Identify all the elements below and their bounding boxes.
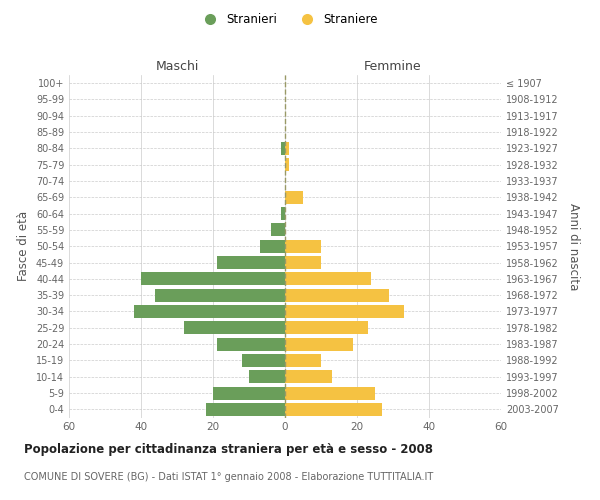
Legend: Stranieri, Straniere: Stranieri, Straniere — [193, 8, 383, 31]
Bar — [141, 272, 285, 285]
Bar — [206, 403, 285, 416]
Bar — [249, 370, 285, 383]
Bar — [271, 224, 285, 236]
Bar — [213, 386, 285, 400]
Bar — [285, 240, 321, 253]
Bar — [217, 256, 285, 269]
Bar — [285, 142, 289, 155]
Text: Popolazione per cittadinanza straniera per età e sesso - 2008: Popolazione per cittadinanza straniera p… — [24, 442, 433, 456]
Text: Femmine: Femmine — [364, 60, 422, 72]
Bar — [285, 305, 404, 318]
Bar — [285, 158, 289, 171]
Bar — [281, 142, 285, 155]
Bar — [155, 288, 285, 302]
Bar — [242, 354, 285, 367]
Text: Maschi: Maschi — [155, 60, 199, 72]
Y-axis label: Fasce di età: Fasce di età — [17, 211, 30, 282]
Bar — [285, 403, 382, 416]
Y-axis label: Anni di nascita: Anni di nascita — [567, 202, 580, 290]
Bar — [285, 191, 303, 204]
Text: COMUNE DI SOVERE (BG) - Dati ISTAT 1° gennaio 2008 - Elaborazione TUTTITALIA.IT: COMUNE DI SOVERE (BG) - Dati ISTAT 1° ge… — [24, 472, 433, 482]
Bar — [285, 386, 375, 400]
Bar — [285, 256, 321, 269]
Bar — [285, 272, 371, 285]
Bar — [184, 322, 285, 334]
Bar — [134, 305, 285, 318]
Bar — [285, 370, 332, 383]
Bar — [281, 207, 285, 220]
Bar — [217, 338, 285, 350]
Bar — [285, 354, 321, 367]
Bar — [285, 338, 353, 350]
Bar — [260, 240, 285, 253]
Bar — [285, 288, 389, 302]
Bar — [285, 322, 368, 334]
